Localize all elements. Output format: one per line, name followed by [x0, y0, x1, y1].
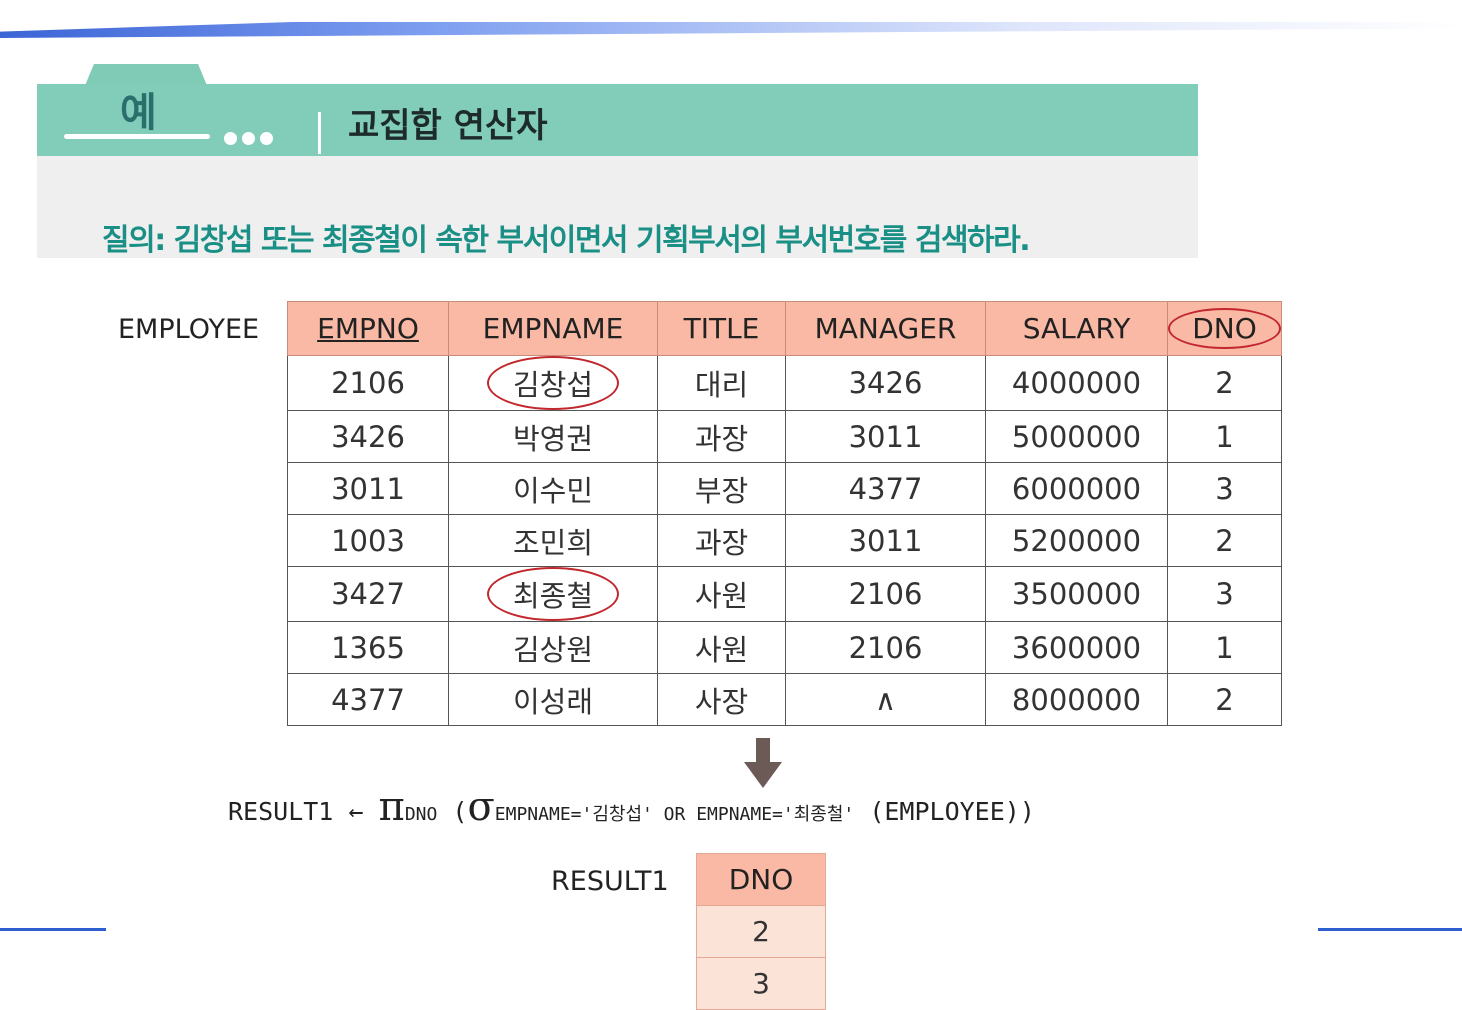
cell-manager: 3011: [785, 514, 986, 567]
bottom-left-line: [0, 928, 106, 931]
formula-result: RESULT1: [228, 797, 334, 826]
sigma-subscript: EMPNAME='김창섭' OR EMPNAME='최종철': [494, 804, 855, 825]
cell-empname: 김상원: [448, 621, 658, 674]
table-row: 2: [696, 905, 826, 958]
example-underline: [64, 134, 210, 139]
table-row: 1365 김상원 사원 2106 3600000 1: [287, 621, 1282, 674]
col-manager: MANAGER: [785, 301, 986, 356]
header-band: [37, 84, 1198, 156]
cell-empname: 이성래: [448, 673, 658, 726]
cell-empname: 박영권: [448, 410, 658, 463]
table-row: 1003 조민희 과장 3011 5200000 2: [287, 514, 1282, 567]
cell-manager: ∧: [785, 673, 986, 726]
example-label: 예: [120, 90, 157, 136]
circled-name: 김창섭: [486, 356, 620, 410]
cell-empno: 3011: [287, 462, 449, 515]
cell-dno: 3: [1167, 566, 1282, 622]
sigma-symbol: σ: [467, 784, 495, 830]
col-empno: EMPNO: [287, 301, 449, 356]
bottom-right-line: [1318, 928, 1462, 931]
cell-salary: 3500000: [985, 566, 1168, 622]
formula-tail: (EMPLOYEE)): [869, 797, 1035, 826]
cell-empname: 조민희: [448, 514, 658, 567]
cell-title: 사원: [657, 566, 786, 622]
query-band: [37, 156, 1198, 258]
cell-empname: 김창섭: [448, 355, 658, 411]
cell-salary: 8000000: [985, 673, 1168, 726]
cell-title: 부장: [657, 462, 786, 515]
query-text: 질의: 김창섭 또는 최종철이 속한 부서이면서 기획부서의 부서번호를 검색하…: [102, 223, 1031, 258]
cell-dno: 2: [1167, 673, 1282, 726]
formula-arrow: ←: [348, 797, 364, 826]
table-row: 3426 박영권 과장 3011 5000000 1: [287, 410, 1282, 463]
pi-symbol: π: [378, 784, 405, 830]
cell-empname: 이수민: [448, 462, 658, 515]
cell-manager: 3426: [785, 355, 986, 411]
table-row: 3427 최종철 사원 2106 3500000 3: [287, 566, 1282, 622]
cell-dno: 1: [1167, 410, 1282, 463]
cell-dno: 3: [1167, 462, 1282, 515]
cell-empno: 1003: [287, 514, 449, 567]
table-row: 3: [696, 957, 826, 1010]
cell-empname: 최종철: [448, 566, 658, 622]
cell-empno: 1365: [287, 621, 449, 674]
cell-manager: 2106: [785, 566, 986, 622]
down-arrow-icon: [744, 738, 782, 792]
cell-manager: 4377: [785, 462, 986, 515]
cell-title: 대리: [657, 355, 786, 411]
cell-empno: 2106: [287, 355, 449, 411]
cell-manager: 3011: [785, 410, 986, 463]
table-row: 3011 이수민 부장 4377 6000000 3: [287, 462, 1282, 515]
header-divider: [318, 112, 321, 154]
cell-manager: 2106: [785, 621, 986, 674]
table-row: 2106 김창섭 대리 3426 4000000 2: [287, 355, 1282, 411]
formula-open-paren: (: [452, 797, 468, 826]
cell-salary: 5000000: [985, 410, 1168, 463]
cell-salary: 5200000: [985, 514, 1168, 567]
employee-table: EMPNO EMPNAME TITLE MANAGER SALARY DNO 2…: [287, 301, 1282, 726]
col-dno: DNO: [1167, 301, 1282, 356]
result-table-label: RESULT1: [551, 866, 669, 897]
cell-title: 사원: [657, 621, 786, 674]
cell-dno: 1: [1167, 621, 1282, 674]
result-table: DNO 2 3: [696, 853, 826, 1010]
col-salary: SALARY: [985, 301, 1168, 356]
cell-dno: 2: [1167, 514, 1282, 567]
cell-salary: 4000000: [985, 355, 1168, 411]
cell-empno: 3427: [287, 566, 449, 622]
col-empno-label: EMPNO: [317, 312, 419, 345]
cell-title: 과장: [657, 410, 786, 463]
col-title: TITLE: [657, 301, 786, 356]
cell-title: 사장: [657, 673, 786, 726]
ellipsis-dots-icon: [224, 130, 278, 149]
circled-name: 최종철: [486, 567, 620, 621]
table-row: 4377 이성래 사장 ∧ 8000000 2: [287, 673, 1282, 726]
col-empname: EMPNAME: [448, 301, 658, 356]
employee-table-label: EMPLOYEE: [118, 314, 260, 345]
col-dno-circled: DNO: [1168, 308, 1281, 349]
cell-salary: 3600000: [985, 621, 1168, 674]
cell-salary: 6000000: [985, 462, 1168, 515]
page-title: 교집합 연산자: [348, 106, 548, 146]
top-gradient-bar: [0, 22, 1462, 38]
cell-empno: 3426: [287, 410, 449, 463]
relational-algebra-formula: RESULT1 ← πDNO (σEMPNAME='김창섭' OR EMPNAM…: [228, 784, 1035, 830]
pi-subscript: DNO: [404, 804, 438, 825]
employee-table-header: EMPNO EMPNAME TITLE MANAGER SALARY DNO: [287, 301, 1282, 356]
result-cell: 2: [696, 905, 826, 958]
cell-empno: 4377: [287, 673, 449, 726]
result-table-header: DNO: [696, 853, 826, 906]
result-col-dno: DNO: [696, 853, 826, 906]
cell-title: 과장: [657, 514, 786, 567]
cell-dno: 2: [1167, 355, 1282, 411]
result-cell: 3: [696, 957, 826, 1010]
